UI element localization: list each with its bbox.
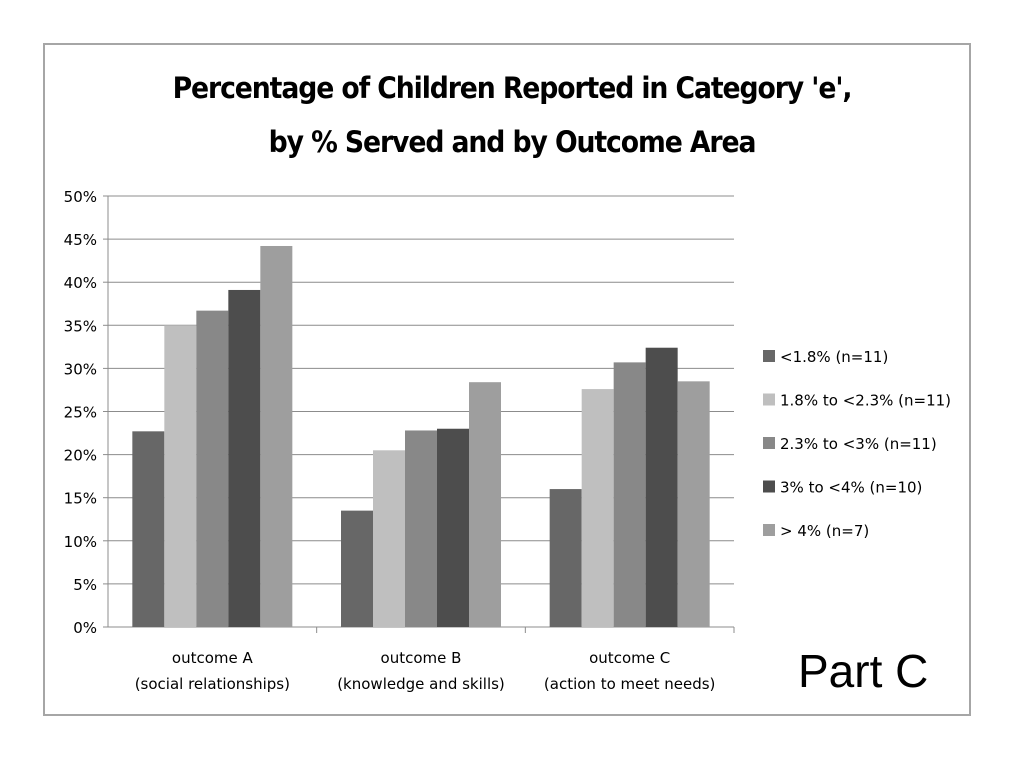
y-tick-label: 50%	[64, 188, 97, 206]
bar	[132, 431, 165, 627]
y-tick-label: 30%	[64, 360, 97, 378]
x-category-label: (knowledge and skills)	[337, 675, 505, 693]
bar	[260, 245, 293, 627]
x-category-label: (social relationships)	[135, 675, 290, 693]
y-tick-label: 25%	[64, 404, 97, 422]
chart-title-line-2: by % Served and by Outcome Area	[268, 125, 757, 159]
y-tick-label: 40%	[64, 274, 97, 292]
legend-swatch	[763, 350, 775, 362]
bar	[549, 489, 582, 627]
legend-label: 2.3% to <3% (n=11)	[780, 435, 937, 453]
y-tick-label: 45%	[64, 231, 97, 249]
legend-swatch	[763, 524, 775, 536]
bar	[373, 450, 405, 627]
y-tick-label: 35%	[64, 317, 97, 335]
x-category-label: outcome B	[381, 649, 462, 667]
legend-swatch	[763, 437, 775, 449]
y-tick-label: 5%	[73, 576, 97, 594]
part-label: Part C	[798, 645, 929, 697]
bar	[196, 310, 229, 627]
x-category-label: (action to meet needs)	[544, 675, 716, 693]
legend-label: 3% to <4% (n=10)	[780, 479, 922, 497]
y-tick-label: 0%	[73, 619, 97, 637]
chart-title-line-1: Percentage of Children Reported in Categ…	[172, 71, 853, 105]
x-category-label: outcome C	[589, 649, 670, 667]
y-tick-label: 15%	[64, 490, 97, 508]
legend-label: <1.8% (n=11)	[780, 348, 888, 366]
legend-label: 1.8% to <2.3% (n=11)	[780, 392, 951, 410]
bar	[405, 430, 437, 627]
y-tick-label: 10%	[64, 533, 97, 551]
bar	[437, 428, 469, 627]
legend-swatch	[763, 480, 775, 493]
bar	[581, 389, 614, 627]
bar	[645, 347, 678, 627]
bar	[341, 510, 373, 627]
legend-label: > 4% (n=7)	[780, 522, 869, 540]
bar	[228, 289, 261, 627]
legend-swatch	[763, 393, 775, 406]
x-category-label: outcome A	[172, 649, 254, 667]
bar	[164, 325, 197, 627]
bar	[677, 381, 710, 627]
bar	[469, 382, 501, 627]
y-tick-label: 20%	[64, 447, 97, 465]
bar	[613, 362, 646, 627]
